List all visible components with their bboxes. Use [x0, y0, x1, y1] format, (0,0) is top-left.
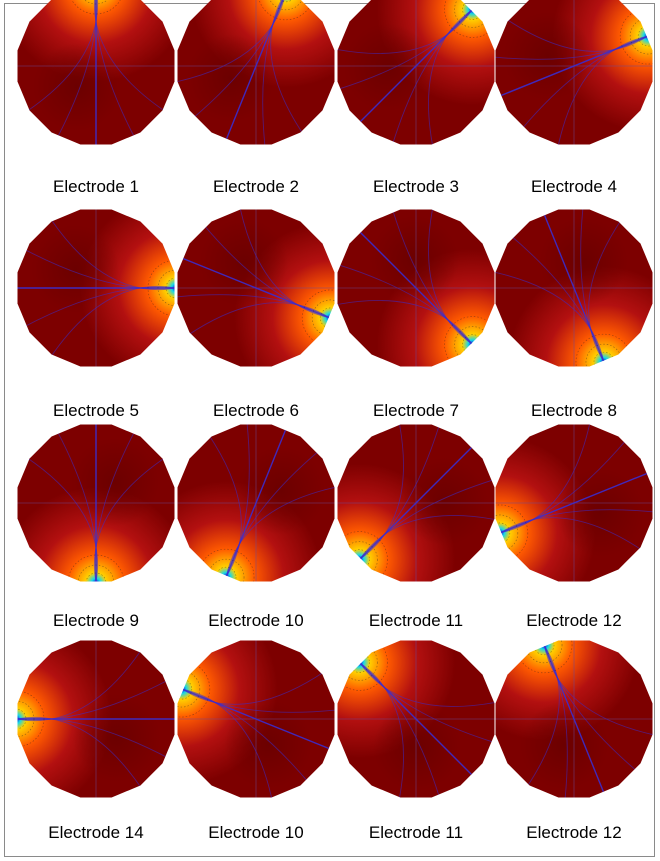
electrode-label: Electrode 11: [368, 611, 464, 630]
field-panel: [484, 629, 660, 809]
electrode-label: Electrode 12: [526, 611, 622, 630]
electrode-label: Electrode 3: [373, 177, 459, 196]
field-panel: [166, 629, 346, 809]
field-plot: [17, 209, 175, 367]
electrode-label: Electrode 2: [213, 177, 299, 196]
field-panel: [6, 0, 186, 156]
electrode-label: Electrode 1: [53, 177, 139, 196]
electrode-label: Electrode 6: [213, 401, 299, 420]
figure-frame: Electrode 1 Electrode 2 Electrode 3 Electro…: [4, 0, 655, 857]
field-plot: [177, 209, 335, 367]
electrode-label: Electrode 11: [368, 823, 464, 842]
electrode-label: Electrode 10: [208, 611, 304, 630]
electrode-label: Electrode 12: [526, 823, 622, 842]
field-plot: [337, 424, 495, 582]
field-plot: [17, 424, 175, 582]
field-panel: [484, 0, 660, 156]
field-plot: [337, 209, 495, 367]
field-plot: [17, 0, 175, 145]
field-panel: [326, 198, 506, 378]
electrode-label: Electrode 9: [53, 611, 139, 630]
field-plot: [177, 0, 335, 145]
field-panel: [166, 0, 346, 156]
field-plot: [495, 209, 653, 367]
electrode-label: Electrode 10: [208, 823, 304, 842]
electrode-label: Electrode 8: [531, 401, 617, 420]
field-panel: [484, 413, 660, 593]
field-plot: [337, 640, 495, 798]
electrode-label: Electrode 14: [48, 823, 144, 842]
field-panel: [6, 198, 186, 378]
field-panel: [326, 0, 506, 156]
field-panel: [326, 629, 506, 809]
field-plot: [17, 640, 175, 798]
electrode-label: Electrode 7: [373, 401, 459, 420]
field-panel: [6, 413, 186, 593]
field-plot: [337, 0, 495, 145]
electrode-label: Electrode 5: [53, 401, 139, 420]
field-panel: [166, 413, 346, 593]
electrode-label: Electrode 4: [531, 177, 617, 196]
field-panel: [166, 198, 346, 378]
field-plot: [495, 640, 653, 798]
field-panel: [326, 413, 506, 593]
field-plot: [495, 0, 653, 145]
field-plot: [177, 640, 335, 798]
field-panel: [484, 198, 660, 378]
field-plot: [495, 424, 653, 582]
field-panel: [6, 629, 186, 809]
field-plot: [177, 424, 335, 582]
